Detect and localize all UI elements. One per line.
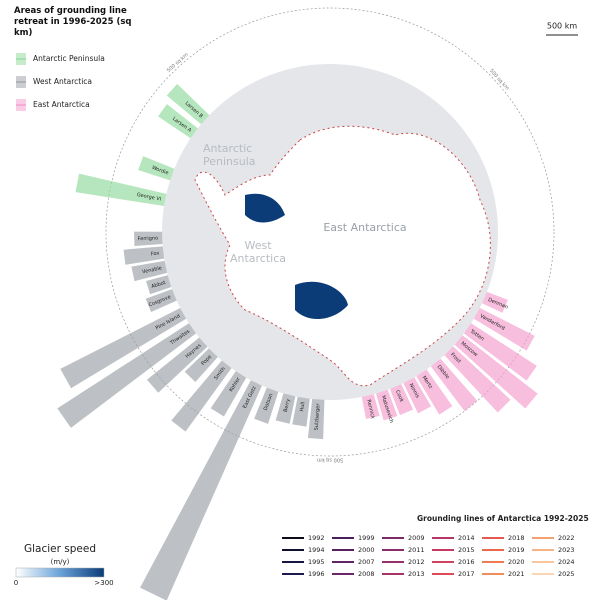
year-label: 2022 bbox=[558, 534, 575, 542]
year-label: 2017 bbox=[458, 570, 475, 578]
year-label: 2019 bbox=[508, 546, 525, 554]
year-label: 2018 bbox=[508, 534, 525, 542]
year-label: 2009 bbox=[408, 534, 425, 542]
legend-label: Antarctic Peninsula bbox=[33, 54, 105, 63]
map-label: East Antarctica bbox=[323, 221, 406, 234]
bar-label: Fox bbox=[150, 250, 159, 257]
retreat-bar bbox=[210, 371, 247, 417]
retreat-bar bbox=[145, 289, 177, 313]
bar-label: George VI bbox=[136, 192, 161, 203]
retreat-bar bbox=[123, 246, 165, 265]
retreat-bar bbox=[482, 291, 508, 313]
legend-label: West Antarctica bbox=[33, 77, 92, 86]
bar-label: Sulzberger bbox=[314, 402, 322, 430]
retreat-bar bbox=[430, 358, 478, 412]
year-label: 1999 bbox=[358, 534, 375, 542]
ice-shelf bbox=[245, 193, 348, 320]
year-label: 2024 bbox=[558, 558, 575, 566]
speed-unit: (m/y) bbox=[51, 558, 70, 566]
retreat-bar bbox=[146, 275, 172, 295]
retreat-bar bbox=[57, 323, 197, 428]
reference-ring bbox=[105, 7, 555, 457]
retreat-bar bbox=[60, 308, 187, 389]
year-label: 2014 bbox=[458, 534, 475, 542]
continent bbox=[194, 125, 491, 387]
year-label: 2025 bbox=[558, 570, 575, 578]
year-label: 2021 bbox=[508, 570, 525, 578]
retreat-bar bbox=[158, 104, 198, 139]
retreat-bar bbox=[131, 260, 168, 282]
retreat-bar bbox=[403, 377, 432, 414]
bar-label: Hull bbox=[299, 401, 306, 412]
title-text: Areas of grounding line retreat in 1996-… bbox=[14, 6, 132, 38]
retreat-bar bbox=[389, 384, 414, 416]
speed-max: >300 bbox=[94, 579, 113, 587]
retreat-bar bbox=[166, 83, 210, 125]
year-label: 1992 bbox=[308, 534, 325, 542]
year-label: 2023 bbox=[558, 546, 575, 554]
map-label: Antarctic Peninsula bbox=[203, 142, 256, 168]
year-label: 2008 bbox=[358, 570, 375, 578]
retreat-bar bbox=[146, 337, 208, 393]
retreat-bar bbox=[254, 387, 279, 424]
legend-label: East Antarctica bbox=[33, 100, 90, 109]
bar-label: Wordie bbox=[151, 165, 169, 177]
retreat-bar bbox=[275, 393, 296, 424]
year-label: 2016 bbox=[458, 558, 475, 566]
retreat-bar bbox=[134, 231, 163, 247]
speed-colorbar bbox=[15, 567, 105, 578]
retreat-bar bbox=[138, 156, 175, 181]
retreat-bar bbox=[454, 335, 538, 409]
retreat-bar bbox=[140, 380, 262, 601]
speed-min: 0 bbox=[14, 579, 18, 587]
ring-label: 500 sq km bbox=[166, 52, 190, 74]
year-label: 2012 bbox=[408, 558, 425, 566]
bar-label: Dotson bbox=[263, 393, 275, 412]
ring-label: 500 sq km bbox=[488, 68, 510, 92]
bar-label: Rennick bbox=[365, 399, 375, 420]
year-label: 2000 bbox=[358, 546, 375, 554]
retreat-bar bbox=[376, 389, 398, 421]
retreat-bar bbox=[473, 308, 535, 351]
retreat-bar bbox=[307, 399, 325, 440]
retreat-bar bbox=[75, 173, 167, 207]
year-label: 1994 bbox=[308, 546, 325, 554]
years-title: Grounding lines of Antarctica 1992-2025 bbox=[417, 514, 589, 523]
title-box: Areas of grounding line retreat in 1996-… bbox=[14, 6, 132, 38]
retreat-bar bbox=[463, 323, 537, 381]
scale-bar-label: 500 km bbox=[547, 22, 577, 31]
year-label: 2013 bbox=[408, 570, 425, 578]
year-label: 2011 bbox=[408, 546, 425, 554]
retreat-bar bbox=[416, 369, 453, 415]
bar-label: Berry bbox=[283, 398, 292, 413]
bar-label: Abbot bbox=[151, 280, 167, 290]
year-label: 2007 bbox=[358, 558, 375, 566]
bar-label: Ferrigno bbox=[138, 236, 159, 243]
year-label: 2015 bbox=[458, 546, 475, 554]
retreat-bar bbox=[361, 394, 380, 419]
retreat-bar bbox=[444, 346, 511, 413]
retreat-bar bbox=[292, 396, 310, 427]
year-label: 2020 bbox=[508, 558, 525, 566]
year-label: 1996 bbox=[308, 570, 325, 578]
speed-title: Glacier speed bbox=[24, 543, 96, 555]
retreat-bar bbox=[184, 348, 218, 383]
map-label: West Antarctica bbox=[230, 239, 286, 265]
bar-label: Cook bbox=[394, 389, 404, 403]
ring-label: 500 sq km bbox=[317, 457, 343, 463]
year-label: 1995 bbox=[308, 558, 325, 566]
retreat-bar bbox=[171, 360, 232, 432]
bar-label: Venable bbox=[142, 265, 163, 275]
